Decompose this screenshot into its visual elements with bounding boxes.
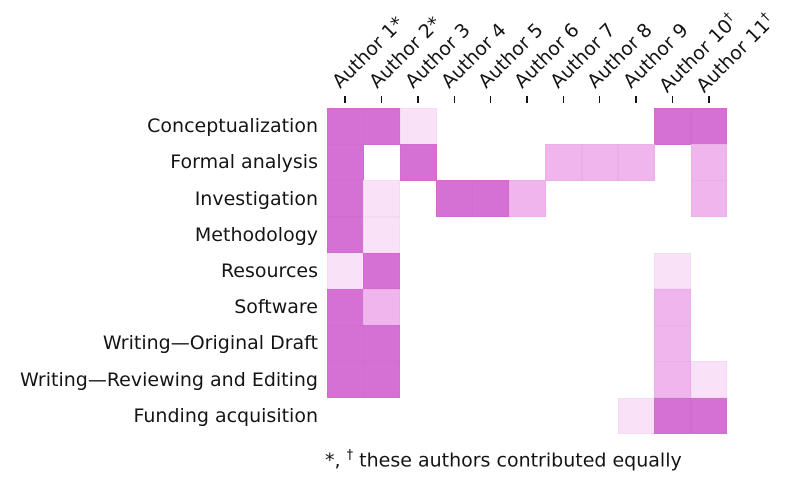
x-tick-7: [562, 96, 565, 103]
heatmap-cell-r1c3: [399, 108, 437, 145]
heatmap-cell-r8c10: [654, 361, 692, 399]
x-tick-2: [380, 96, 383, 103]
footnote-text: these authors contributed equally: [353, 449, 682, 472]
heatmap-cell-r7c2: [363, 325, 401, 362]
heatmap-cell-r3c4: [436, 180, 473, 218]
heatmap-cell-r2c7: [545, 144, 583, 181]
heatmap-cell-r7c1: [327, 325, 364, 362]
heatmap-cell-r2c3: [399, 144, 437, 181]
footnote-comma: ,: [334, 449, 347, 472]
heatmap-cell-r6c10: [654, 289, 692, 326]
row-label-3: Investigation: [194, 187, 318, 210]
heatmap-cell-r2c11: [690, 144, 728, 181]
heatmap-cell-r1c11: [690, 108, 728, 145]
heatmap-cell-r2c9: [617, 144, 655, 181]
heatmap-cell-r1c1: [327, 108, 364, 145]
heatmap-cell-r3c6: [508, 180, 546, 218]
heatmap-cell-r4c2: [363, 216, 401, 254]
heatmap-cell-r6c2: [363, 289, 401, 326]
heatmap-cell-r8c2: [363, 361, 401, 399]
x-tick-9: [635, 96, 637, 103]
heatmap-cell-r9c11: [690, 397, 728, 435]
footnote: *, † these authors contributed equally: [325, 444, 682, 472]
heatmap-cell-r9c10: [654, 397, 692, 435]
heatmap-cell-r2c8: [581, 144, 619, 181]
heatmap-cell-r3c5: [472, 180, 510, 218]
heatmap-cell-r8c11: [690, 361, 728, 399]
footnote-dagger-icon: †: [346, 448, 354, 463]
x-tick-1: [344, 96, 346, 103]
heatmap-cell-r5c1: [327, 252, 364, 290]
x-tick-10: [671, 96, 674, 103]
heatmap-cell-r3c2: [363, 180, 401, 218]
row-label-2: Formal analysis: [170, 151, 318, 174]
row-label-9: Funding acquisition: [133, 404, 319, 427]
heatmap-cell-r3c11: [690, 180, 728, 218]
x-tick-5: [489, 96, 492, 103]
heatmap-cell-r5c10: [654, 252, 692, 290]
x-tick-4: [453, 96, 455, 103]
heatmap-cell-r8c1: [327, 361, 364, 399]
heatmap-cell-r9c9: [617, 397, 655, 435]
heatmap-cell-r7c10: [654, 325, 692, 362]
heatmap-cell-r4c1: [327, 216, 364, 254]
heatmap-cell-r6c1: [327, 289, 364, 326]
x-tick-8: [598, 96, 601, 103]
heatmap-cell-r2c1: [327, 144, 364, 181]
x-tick-3: [417, 96, 419, 103]
row-label-1: Conceptualization: [147, 115, 318, 138]
heatmap-cell-r1c2: [363, 108, 401, 145]
heatmap-cell-r5c2: [363, 252, 401, 290]
row-label-7: Writing—Original Draft: [102, 332, 318, 355]
row-label-6: Software: [234, 296, 318, 319]
heatmap-cell-r1c10: [654, 108, 692, 145]
row-label-4: Methodology: [194, 223, 318, 246]
heatmap-cell-r3c1: [327, 180, 364, 218]
x-tick-6: [526, 96, 528, 103]
x-tick-11: [708, 96, 710, 103]
row-label-8: Writing—Reviewing and Editing: [19, 368, 318, 391]
row-label-5: Resources: [220, 259, 318, 282]
footnote-star: *: [325, 449, 335, 472]
